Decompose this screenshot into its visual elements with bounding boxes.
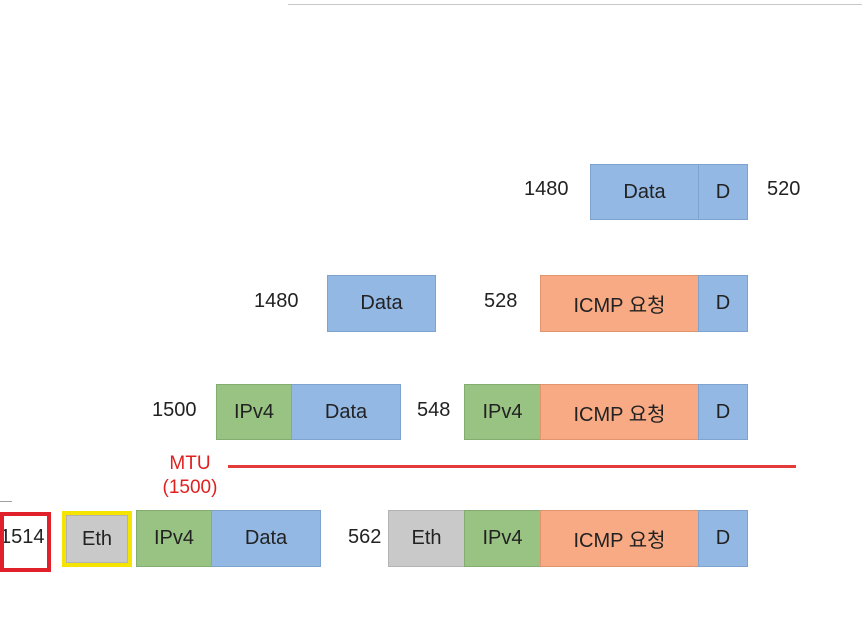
row3-icmp-request-block: ICMP 요청 [540,384,699,440]
yellow-highlight-box [62,511,132,567]
left-tick-mark [0,501,12,502]
row2-d-block: D [698,275,748,332]
row2-icmp-request-block: ICMP 요청 [540,275,699,332]
row3-ipv4-block-2: IPv4 [464,384,541,440]
mtu-value-text: (1500) [162,477,218,498]
row4-ipv4-block-2: IPv4 [464,510,541,567]
row3-right-size: 548 [417,399,451,421]
row4-data-block: Data [211,510,321,567]
row2-data-block: Data [327,275,436,332]
row4-ipv4-block: IPv4 [136,510,212,567]
row2-left-size: 1480 [254,290,299,312]
row1-right-size: 520 [767,178,801,200]
row4-right-size: 562 [348,526,382,548]
row1-data-block: Data [590,164,699,220]
red-highlight-box [0,512,51,572]
row3-data-block: Data [291,384,401,440]
row4-d-block: D [698,510,748,567]
row4-left-size: 1514 [0,526,45,548]
mtu-label-text: MTU [169,453,211,474]
row2-right-size: 528 [484,290,518,312]
mtu-label: MTU (1500) [150,452,230,500]
mtu-line [228,465,796,468]
row3-d-block: D [698,384,748,440]
row1-d-block: D [698,164,748,220]
top-divider-line [288,4,862,5]
row3-ipv4-block: IPv4 [216,384,292,440]
row4-eth-block-2: Eth [388,510,465,567]
row1-left-size: 1480 [524,178,569,200]
row4-icmp-request-block: ICMP 요청 [540,510,699,567]
row4-eth-block: Eth [66,515,128,563]
row3-left-size: 1500 [152,399,197,421]
